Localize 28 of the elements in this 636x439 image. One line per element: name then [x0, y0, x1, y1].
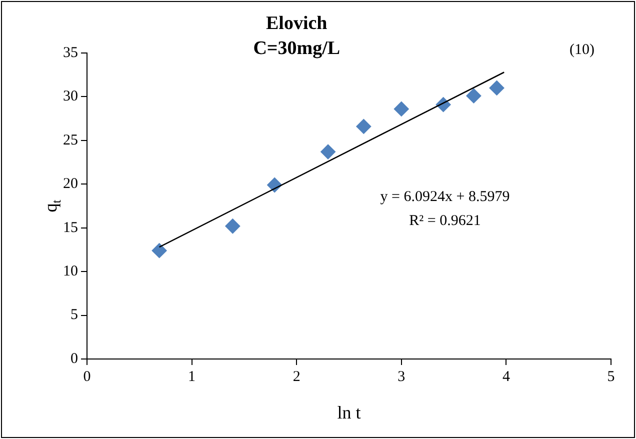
- x-tick-label: 2: [292, 368, 300, 385]
- y-tick-label: 5: [70, 307, 78, 324]
- y-tick-label: 0: [70, 350, 78, 367]
- point: [466, 88, 482, 104]
- point: [152, 243, 167, 258]
- y-tick-label: 10: [63, 264, 78, 280]
- x-tick-label: 5: [607, 368, 615, 385]
- y-tick-label: 25: [63, 132, 78, 148]
- chart-title: Elovich: [266, 12, 328, 34]
- x-tick-label: 1: [188, 368, 196, 385]
- y-tick-label: 30: [63, 88, 78, 105]
- annotation: y = 6.0924x + 8.5979: [380, 188, 510, 205]
- annotation: (10): [570, 42, 594, 58]
- y-tick-label: 15: [63, 220, 78, 236]
- point: [225, 218, 240, 234]
- point: [356, 118, 372, 134]
- x-tick-label: 3: [398, 368, 406, 385]
- y-tick-label: 35: [63, 44, 78, 61]
- x-tick-label: 0: [83, 368, 91, 385]
- annotation: R² = 0.9621: [409, 212, 481, 229]
- point: [394, 101, 409, 116]
- point: [489, 80, 504, 96]
- y-axis-title: qt: [40, 199, 64, 212]
- y-tick-label: 20: [63, 176, 78, 192]
- x-axis-title: ln t: [337, 402, 361, 423]
- chart-subtitle: C=30mg/L: [253, 38, 340, 59]
- x-tick-label: 4: [502, 368, 510, 385]
- point: [320, 144, 336, 160]
